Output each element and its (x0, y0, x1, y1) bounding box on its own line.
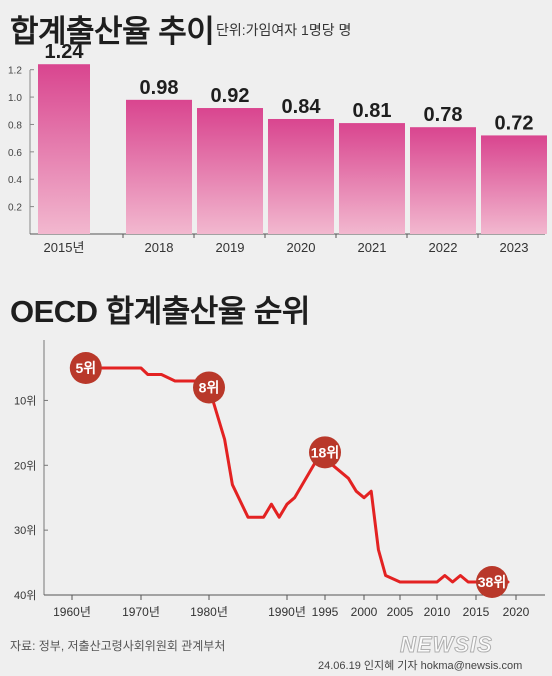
rank-marker-label: 38위 (478, 574, 506, 590)
x-tick-label: 2023 (500, 240, 529, 255)
x-tick-label: 2020 (503, 605, 530, 619)
bar-value-label: 0.84 (282, 96, 322, 118)
rank-marker-label: 5위 (75, 360, 96, 376)
bar (38, 64, 90, 234)
rank-marker-label: 8위 (199, 379, 220, 395)
x-tick-label: 2019 (216, 240, 245, 255)
bar (197, 108, 263, 234)
rank-marker-label: 18위 (311, 444, 339, 460)
bar-chart: 0.2 0.4 0.6 0.8 1.0 1.2 1.24 2015년 0.98 2018 0.92 2… (8, 41, 547, 255)
bar-value-label: 1.24 (45, 41, 85, 63)
x-tick-label: 1960년 (53, 605, 91, 619)
x-tick-label: 2020 (287, 240, 316, 255)
line-chart: 10위 20위 30위 40위 1960년 1970년 1980년 1990년 1995 2000… (14, 340, 545, 619)
bar-value-label: 0.78 (424, 104, 463, 126)
y-tick-label: 1.2 (8, 66, 22, 77)
x-tick-label: 1990년 (268, 605, 306, 619)
y-tick-label: 0.6 (8, 148, 22, 159)
y-tick-label: 0.8 (8, 120, 22, 131)
unit-label: 단위:가임여자 1명당 명 (216, 22, 352, 38)
y-tick-label: 0.2 (8, 203, 22, 214)
source-note: 자료: 정부, 저출산고령사회위원회 관계부처 (10, 639, 226, 653)
rank-marker (476, 566, 508, 599)
bar (339, 123, 405, 234)
rank-marker (193, 371, 225, 404)
x-tick-label: 1995 (312, 605, 339, 619)
bar-chart-title: 합계출산율 추이 (10, 14, 215, 49)
y-tick-label: 30위 (14, 524, 36, 537)
bar (481, 135, 547, 234)
bar (268, 118, 334, 234)
y-tick-label: 10위 (14, 394, 36, 407)
newsis-logo: NEWSIS (400, 632, 493, 658)
x-tick-label: 2010 (424, 605, 451, 619)
rank-line (70, 366, 510, 584)
bar (410, 127, 476, 234)
bar-value-label: 0.98 (140, 77, 179, 99)
rank-marker (69, 352, 102, 384)
bar-value-label: 0.81 (353, 100, 392, 122)
bar (126, 99, 192, 234)
x-tick-label: 1970년 (122, 605, 160, 619)
x-tick-label: 2015 (463, 605, 490, 619)
credit-line: 24.06.19 인지혜 기자 hokma@newsis.com (318, 660, 523, 672)
y-tick-label: 1.0 (8, 93, 22, 104)
line-chart-title: OECD 합계출산율 순위 (10, 294, 310, 329)
bar-value-label: 0.72 (495, 112, 534, 134)
x-tick-label: 2022 (429, 240, 458, 255)
bar-value-label: 0.92 (211, 85, 250, 107)
y-tick-label: 40위 (14, 589, 36, 602)
x-tick-label: 2018 (145, 240, 174, 255)
y-tick-label: 20위 (14, 459, 36, 472)
x-tick-label: 2015년 (44, 240, 85, 255)
x-tick-label: 2021 (358, 240, 387, 255)
rank-marker (309, 436, 341, 469)
x-tick-label: 2000 (351, 605, 378, 619)
x-tick-label: 1980년 (190, 605, 228, 619)
x-tick-label: 2005 (387, 605, 414, 619)
y-tick-label: 0.4 (8, 175, 22, 186)
